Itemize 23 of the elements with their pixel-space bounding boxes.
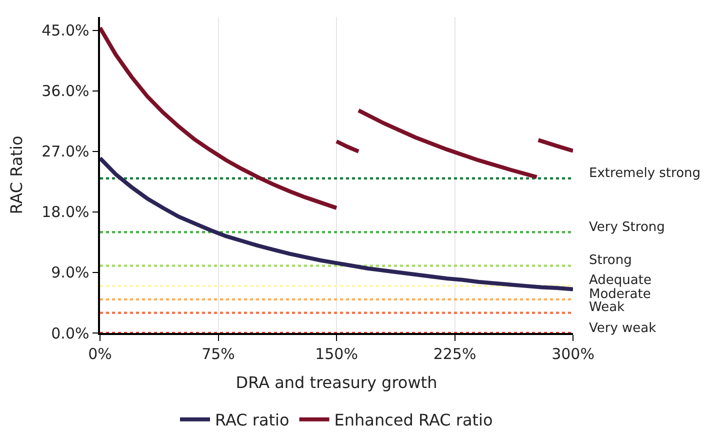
x-tick-label: 150% <box>315 344 358 363</box>
legend-label: RAC ratio <box>215 410 290 430</box>
x-axis-title: DRA and treasury growth <box>236 372 438 392</box>
ref-line-label: Very Strong <box>589 220 665 235</box>
legend-label: Enhanced RAC ratio <box>334 410 493 430</box>
ref-line-label: Weak <box>589 300 626 315</box>
ref-line-label: Extremely strong <box>589 166 701 181</box>
ref-line-label: Adequate <box>589 273 652 288</box>
x-tick-label: 0% <box>88 344 112 363</box>
y-tick-label: 36.0% <box>42 82 90 100</box>
ref-line-label: Strong <box>589 253 632 268</box>
x-tick-label: 75% <box>202 344 235 363</box>
y-tick-label: 0.0% <box>51 324 90 342</box>
line-series <box>100 156 573 292</box>
x-tick-label: 225% <box>433 344 476 363</box>
x-tick-label: 300% <box>552 344 594 363</box>
y-tick-label: 45.0% <box>42 22 90 40</box>
y-tick-label: 27.0% <box>42 142 90 161</box>
y-axis-title: RAC Ratio <box>6 136 26 214</box>
ref-line-label: Very weak <box>589 321 657 336</box>
y-tick-label: 18.0% <box>42 203 90 222</box>
y-tick-label: 9.0% <box>51 264 90 282</box>
ref-line-label: Moderate <box>589 287 651 302</box>
